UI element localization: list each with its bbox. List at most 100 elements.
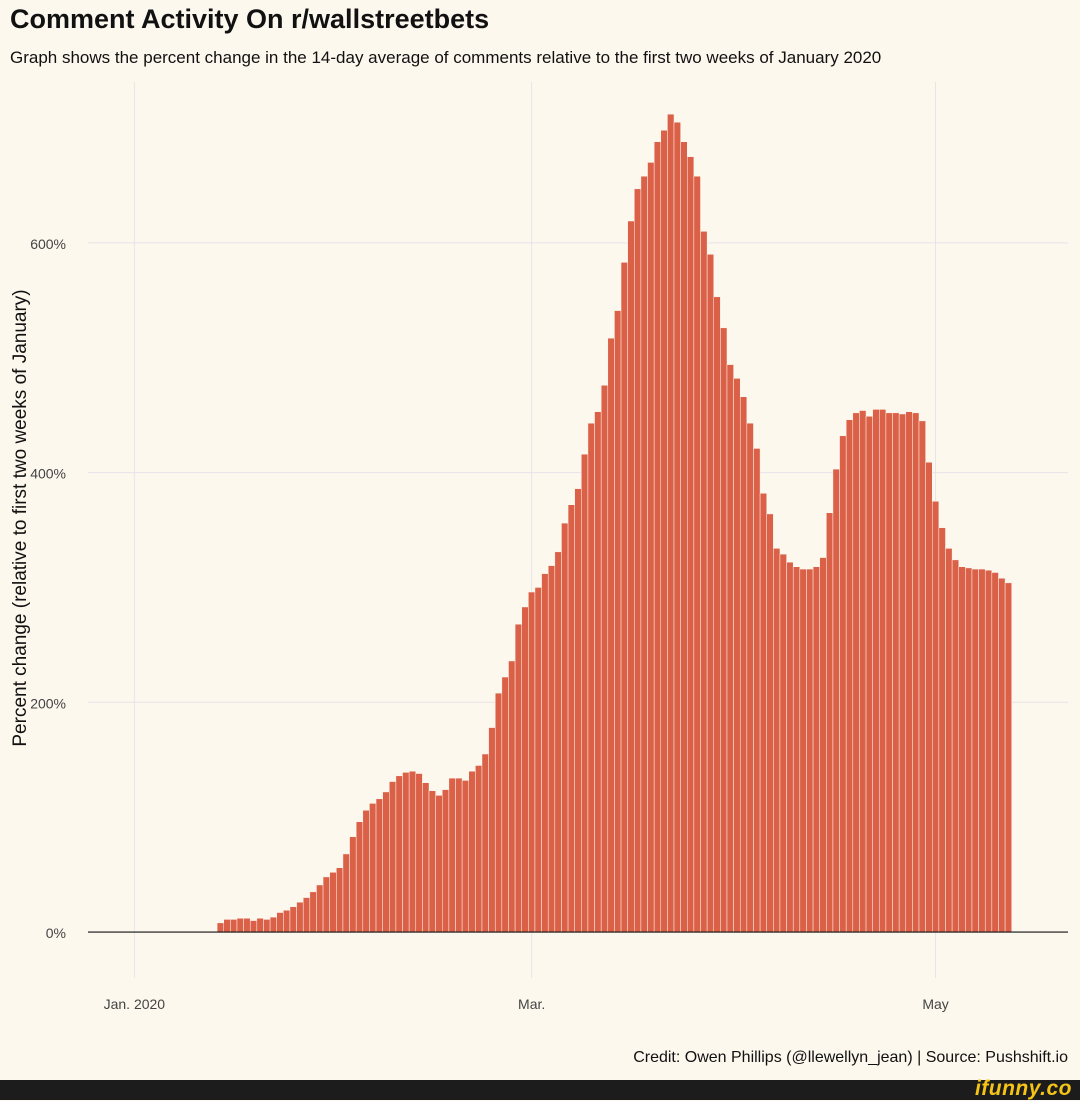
bar bbox=[561, 522, 569, 933]
credit-line: Credit: Owen Phillips (@llewellyn_jean) … bbox=[633, 1049, 1068, 1066]
bar bbox=[263, 919, 271, 933]
bar bbox=[766, 513, 774, 933]
bar bbox=[481, 753, 489, 933]
y-tick-label: 400% bbox=[30, 466, 66, 482]
bar bbox=[468, 770, 476, 933]
bar bbox=[594, 411, 602, 933]
bar bbox=[958, 566, 966, 933]
bar bbox=[865, 416, 873, 933]
bar bbox=[600, 385, 609, 933]
bar bbox=[998, 577, 1006, 933]
bar bbox=[236, 918, 244, 933]
bar bbox=[700, 231, 708, 933]
ifunny-logo: ifunny.co bbox=[974, 1077, 1072, 1100]
bar bbox=[965, 567, 973, 933]
bar bbox=[739, 396, 748, 933]
bar bbox=[316, 884, 324, 933]
bar bbox=[918, 420, 926, 933]
y-axis-title: Percent change (relative to first two we… bbox=[10, 289, 31, 746]
bar bbox=[759, 492, 767, 933]
bar bbox=[978, 568, 986, 933]
chart-area: 0% 200% 400% 600% Jan. 2020 Mar. May Percent ch… bbox=[10, 82, 1068, 1012]
bar bbox=[991, 572, 999, 933]
bar bbox=[951, 559, 959, 933]
bar bbox=[389, 781, 397, 933]
bar bbox=[812, 566, 820, 933]
bar bbox=[521, 606, 529, 933]
x-tick-label: Jan. 2020 bbox=[104, 996, 166, 1012]
bar bbox=[581, 453, 589, 933]
bar bbox=[925, 461, 933, 933]
x-tick-label: May bbox=[922, 996, 948, 1012]
bar bbox=[302, 897, 311, 933]
bar bbox=[905, 411, 913, 933]
bar bbox=[792, 566, 801, 933]
bar bbox=[442, 789, 450, 933]
bar bbox=[296, 901, 304, 933]
bar bbox=[448, 777, 456, 933]
bar bbox=[435, 795, 443, 933]
bar bbox=[938, 527, 946, 933]
bar bbox=[713, 296, 721, 933]
bar bbox=[369, 803, 377, 933]
watermark-bar: ifunny.co bbox=[0, 1077, 1080, 1100]
bar bbox=[819, 557, 827, 933]
bar bbox=[1004, 582, 1012, 933]
axes: 0% 200% 400% 600% Jan. 2020 Mar. May Percent ch… bbox=[10, 236, 1068, 1012]
bar bbox=[547, 565, 556, 933]
bar bbox=[879, 409, 887, 933]
bar bbox=[223, 919, 231, 933]
bar bbox=[852, 412, 860, 933]
bar bbox=[488, 727, 496, 933]
bar bbox=[892, 412, 900, 933]
bar bbox=[508, 660, 516, 933]
bar bbox=[309, 891, 317, 933]
bar bbox=[475, 765, 483, 933]
y-tick-label: 200% bbox=[30, 695, 66, 711]
bar bbox=[898, 413, 907, 933]
bar bbox=[276, 912, 284, 933]
bar bbox=[256, 918, 264, 933]
bar bbox=[567, 504, 575, 933]
bar bbox=[322, 876, 330, 933]
bar bbox=[634, 188, 642, 933]
bar bbox=[885, 412, 893, 933]
chart-title: Comment Activity On r/wallstreetbets bbox=[10, 4, 490, 34]
bar bbox=[216, 922, 224, 933]
bar bbox=[554, 551, 562, 933]
bar bbox=[574, 488, 582, 933]
bar bbox=[687, 156, 695, 933]
bar bbox=[660, 129, 668, 933]
bar bbox=[422, 782, 430, 933]
bar bbox=[362, 810, 370, 933]
bar bbox=[395, 775, 403, 933]
bar bbox=[461, 780, 469, 933]
x-tick-label: Mar. bbox=[518, 996, 545, 1012]
bar bbox=[826, 512, 834, 933]
bar bbox=[720, 327, 728, 933]
bar bbox=[607, 337, 615, 933]
bar bbox=[283, 909, 291, 933]
bar bbox=[680, 141, 688, 933]
bar bbox=[249, 920, 258, 933]
bar bbox=[349, 836, 357, 933]
bar bbox=[541, 573, 549, 933]
bar bbox=[428, 790, 436, 933]
bar bbox=[984, 569, 993, 933]
bar bbox=[528, 591, 536, 933]
bar bbox=[753, 448, 761, 933]
bar bbox=[587, 422, 595, 933]
bar bbox=[614, 310, 622, 933]
bar bbox=[408, 770, 417, 933]
bar bbox=[627, 220, 635, 933]
bar bbox=[415, 773, 423, 933]
bar bbox=[336, 867, 344, 933]
chart-subtitle: Graph shows the percent change in the 14… bbox=[10, 48, 882, 67]
bar bbox=[872, 409, 880, 933]
bar bbox=[673, 121, 681, 933]
bar bbox=[799, 568, 807, 933]
bar bbox=[806, 568, 814, 933]
bar bbox=[726, 364, 734, 933]
bar bbox=[693, 175, 701, 933]
bar bbox=[243, 918, 251, 933]
